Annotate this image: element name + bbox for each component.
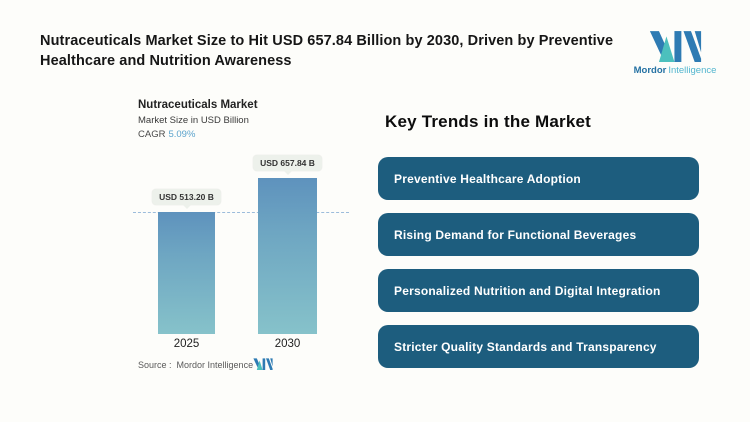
trend-button-preventive-healthcare[interactable]: Preventive Healthcare Adoption [378, 157, 699, 200]
cagr-value: 5.09% [168, 129, 196, 140]
bar-chart: USD 513.20 B USD 657.84 B [130, 150, 362, 334]
page-title-line1: Nutraceuticals Market Size to Hit USD 65… [40, 33, 614, 49]
chart-title: Nutraceuticals Market [138, 99, 258, 111]
bar-group-2025: USD 513.20 B [152, 189, 221, 334]
trend-button-functional-beverages[interactable]: Rising Demand for Functional Beverages [378, 213, 699, 256]
chart-header: Nutraceuticals Market Market Size in USD… [138, 99, 258, 140]
chart-source: Source : Mordor Intelligence [138, 358, 338, 372]
cagr-label: CAGR [138, 129, 166, 140]
trend-button-personalized-nutrition[interactable]: Personalized Nutrition and Digital Integ… [378, 269, 699, 312]
brand-wordmark-bold: Mordor [633, 65, 667, 76]
page-title: Nutraceuticals Market Size to Hit USD 65… [40, 31, 613, 71]
trends-heading: Key Trends in the Market [385, 112, 592, 131]
bar-2030 [258, 178, 317, 334]
mordor-intelligence-mini-logo-icon [253, 358, 273, 372]
chart-cagr: CAGR 5.09% [138, 129, 258, 140]
value-label-2030: USD 657.84 B [253, 155, 322, 175]
bar-2025 [158, 212, 215, 334]
source-value: Mordor Intelligence [176, 360, 254, 370]
brand-wordmark-light: Intelligence [668, 65, 717, 76]
page-title-line2: Healthcare and Nutrition Awareness [40, 53, 292, 69]
source-label: Source : [138, 360, 172, 370]
mordor-intelligence-logo-icon [620, 30, 730, 62]
brand-wordmark: Mordor Intelligence [620, 65, 730, 76]
bar-group-2030: USD 657.84 B [253, 155, 322, 334]
trend-button-quality-standards[interactable]: Stricter Quality Standards and Transpare… [378, 325, 699, 368]
reference-dashed-line [133, 212, 349, 213]
chart-subtitle: Market Size in USD Billion [138, 115, 249, 126]
x-axis-label-2030: 2030 [274, 338, 301, 350]
trends-list: Preventive Healthcare Adoption Rising De… [378, 157, 699, 368]
value-label-2025: USD 513.20 B [152, 189, 221, 209]
brand-logo: Mordor Intelligence [620, 30, 730, 76]
x-axis-label-2025: 2025 [173, 338, 200, 350]
